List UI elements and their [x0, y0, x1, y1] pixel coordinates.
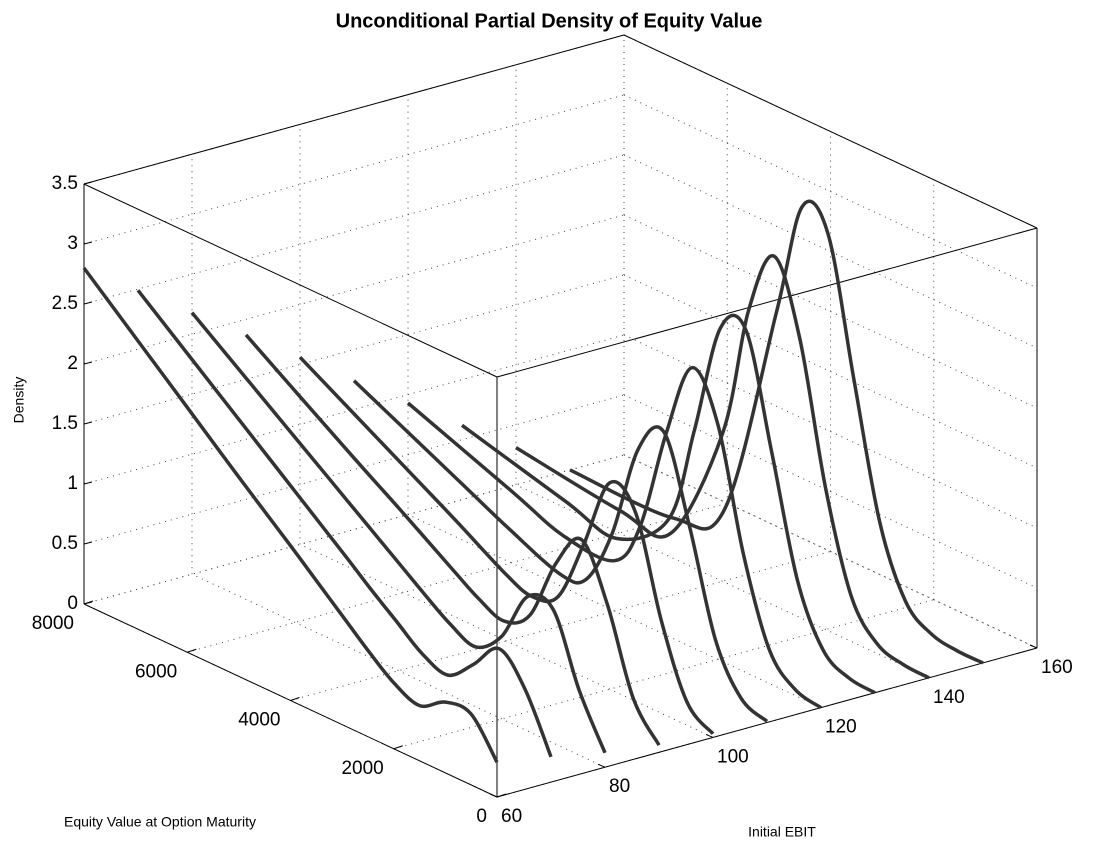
- x-tick: [489, 793, 498, 798]
- x-tick-label: 120: [825, 717, 857, 738]
- x-tick-label: 80: [609, 776, 630, 797]
- z-tick: [83, 421, 93, 425]
- y-tick: [393, 745, 403, 750]
- box-edge: [83, 183, 498, 378]
- y-tick-label: 8000: [32, 613, 74, 634]
- x-tick: [705, 733, 714, 738]
- x-tick-label: 60: [501, 806, 522, 827]
- density-curve: [352, 379, 769, 723]
- z-tick-label: 1: [67, 473, 78, 494]
- y-axis-label: Equity Value at Option Maturity: [64, 814, 256, 830]
- grid-line: [83, 274, 625, 425]
- z-tick: [83, 241, 93, 245]
- y-tick: [290, 697, 300, 701]
- density-curve: [82, 266, 499, 764]
- x-tick: [1029, 644, 1038, 649]
- z-tick-label: 2: [67, 353, 78, 374]
- z-tick-label: 3: [67, 233, 78, 254]
- z-tick: [83, 541, 93, 545]
- x-tick-label: 100: [717, 746, 749, 767]
- z-tick: [83, 181, 93, 185]
- z-tick-label: 2.5: [52, 293, 78, 314]
- y-tick-label: 2000: [341, 758, 383, 779]
- grid-line: [83, 154, 625, 305]
- grid-line: [83, 214, 625, 365]
- z-tick: [83, 361, 93, 365]
- z-tick: [83, 301, 93, 305]
- z-tick-label: 1.5: [52, 413, 78, 434]
- density-curve: [569, 199, 984, 665]
- y-tick-label: 6000: [135, 661, 177, 682]
- grid-line: [83, 334, 625, 485]
- box-edge: [83, 34, 625, 185]
- box-edge: [496, 227, 1038, 378]
- z-tick: [83, 481, 93, 485]
- y-tick-label: 4000: [238, 710, 280, 731]
- y-tick: [496, 793, 507, 798]
- z-axis-label: Density: [11, 377, 27, 424]
- box-edge: [623, 34, 1038, 229]
- x-tick-label: 140: [933, 687, 965, 708]
- density-curve: [406, 365, 823, 710]
- x-axis-label: Initial EBIT: [748, 824, 816, 840]
- y-tick-label: 0: [476, 806, 487, 827]
- density-curve: [190, 311, 607, 754]
- y-tick: [83, 600, 94, 605]
- density-curve: [515, 254, 930, 680]
- z-tick-label: 0.5: [52, 533, 78, 554]
- grid-line: [83, 454, 625, 605]
- z-tick-label: 3.5: [52, 173, 78, 194]
- density-curve: [136, 289, 553, 758]
- density-curve: [460, 313, 876, 695]
- z-tick-label: 0: [67, 593, 78, 614]
- density-curve: [244, 333, 661, 746]
- chart-title: Unconditional Partial Density of Equity …: [336, 10, 763, 32]
- density-curve: [298, 355, 715, 736]
- y-tick: [187, 648, 197, 653]
- box-edge: [496, 647, 1038, 798]
- x-tick-label: 160: [1041, 657, 1073, 678]
- x-tick: [597, 763, 606, 768]
